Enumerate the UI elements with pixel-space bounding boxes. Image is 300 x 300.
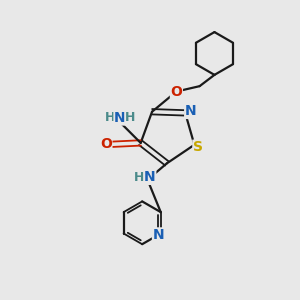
Text: N: N xyxy=(152,228,164,242)
Text: O: O xyxy=(170,85,182,98)
Text: H: H xyxy=(105,112,115,124)
Text: O: O xyxy=(100,137,112,152)
Text: S: S xyxy=(193,140,203,154)
Text: N: N xyxy=(185,104,197,118)
Text: N: N xyxy=(114,111,126,125)
Text: H: H xyxy=(125,112,136,124)
Text: N: N xyxy=(144,170,156,184)
Text: H: H xyxy=(134,171,144,184)
